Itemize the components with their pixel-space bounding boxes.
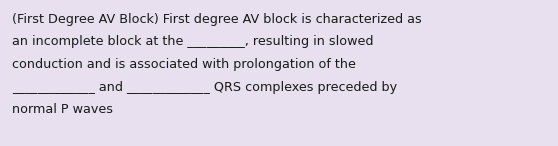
Text: an incomplete block at the _________, resulting in slowed: an incomplete block at the _________, re… [12, 35, 373, 48]
Text: conduction and is associated with prolongation of the: conduction and is associated with prolon… [12, 58, 356, 71]
Text: (First Degree AV Block) First degree AV block is characterized as: (First Degree AV Block) First degree AV … [12, 13, 422, 26]
Text: _____________ and _____________ QRS complexes preceded by: _____________ and _____________ QRS comp… [12, 80, 397, 93]
Text: normal P waves: normal P waves [12, 103, 113, 116]
